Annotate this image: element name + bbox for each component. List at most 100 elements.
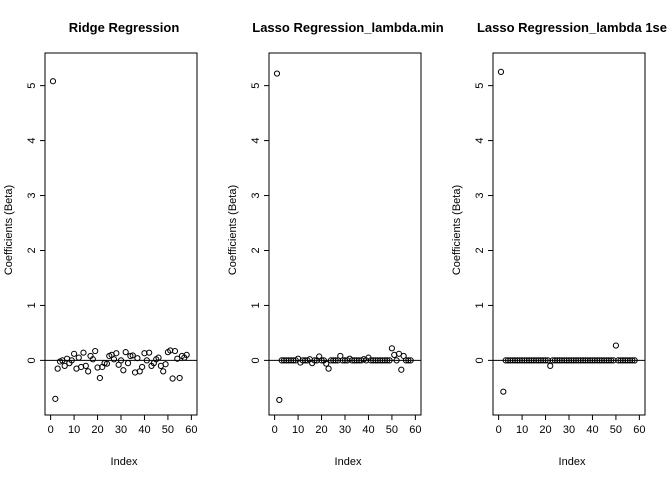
- data-point: [285, 357, 292, 364]
- data-point: [348, 357, 356, 364]
- y-tick-label: 1: [474, 302, 486, 308]
- data-point: [120, 367, 127, 374]
- data-point: [589, 357, 596, 364]
- data-point: [117, 357, 125, 364]
- x-tick-label: 50: [610, 424, 622, 436]
- x-tick-label: 60: [409, 424, 421, 436]
- x-axis-label: Index: [111, 456, 138, 468]
- y-tick-label: 5: [250, 83, 262, 89]
- data-point: [374, 357, 381, 364]
- data-point: [540, 357, 547, 364]
- x-tick-label: 10: [292, 424, 304, 436]
- x-tick-label: 0: [48, 424, 54, 436]
- data-point: [554, 357, 561, 364]
- data-point: [176, 374, 183, 382]
- data-point: [278, 357, 285, 364]
- data-point: [398, 366, 405, 373]
- data-point: [122, 349, 129, 356]
- data-point: [370, 357, 377, 364]
- x-tick-label: 60: [185, 424, 197, 436]
- data-point: [502, 357, 509, 364]
- x-tick-label: 30: [339, 424, 351, 436]
- data-point: [577, 357, 584, 364]
- data-point: [80, 349, 87, 356]
- data-point: [405, 357, 412, 364]
- data-point: [160, 368, 167, 375]
- data-point: [561, 357, 568, 364]
- data-point: [96, 374, 103, 382]
- data-point: [70, 350, 78, 357]
- data-point: [68, 357, 75, 364]
- data-point: [605, 357, 612, 364]
- data-point: [570, 357, 577, 364]
- axis-ticks: 0 10 20 30 40 50 60 0 1 2 3 4 5: [250, 83, 421, 436]
- y-tick-label: 0: [250, 357, 262, 363]
- data-point: [61, 362, 68, 369]
- data-point: [113, 350, 120, 357]
- data-point: [49, 78, 57, 85]
- data-point: [162, 361, 169, 368]
- data-point: [619, 357, 627, 364]
- y-tick-label: 4: [26, 138, 38, 144]
- data-point: [330, 357, 337, 364]
- data-point: [629, 357, 636, 364]
- data-point: [386, 357, 393, 364]
- data-point: [299, 357, 306, 364]
- data-point: [572, 357, 580, 364]
- axis-ticks: 0 10 20 30 40 50 60 0 1 2 3 4 5: [26, 83, 197, 436]
- data-point: [617, 357, 624, 364]
- data-point: [530, 357, 537, 364]
- data-point: [129, 352, 136, 359]
- x-tick-label: 40: [138, 424, 150, 436]
- data-point: [353, 357, 360, 364]
- data-point: [384, 357, 391, 364]
- data-point: [103, 360, 111, 367]
- x-tick-label: 20: [315, 424, 327, 436]
- data-point: [497, 68, 505, 76]
- data-point: [101, 360, 108, 367]
- data-point: [127, 352, 134, 360]
- data-point: [579, 357, 587, 364]
- data-point: [85, 368, 92, 375]
- data-point: [500, 388, 507, 395]
- data-point: [381, 357, 388, 364]
- x-tick-label: 10: [516, 424, 528, 436]
- data-point: [388, 345, 396, 352]
- data-point: [407, 357, 414, 364]
- data-point: [367, 357, 374, 364]
- y-tick-label: 3: [26, 192, 38, 198]
- data-point: [402, 357, 410, 364]
- data-point: [393, 357, 400, 364]
- data-point: [507, 357, 514, 364]
- data-point: [514, 357, 521, 364]
- data-point: [518, 357, 526, 364]
- data-point: [547, 362, 554, 369]
- data-points: [273, 70, 414, 404]
- data-point: [533, 357, 540, 364]
- data-point: [584, 357, 591, 364]
- data-point: [139, 363, 146, 371]
- data-point: [82, 362, 89, 369]
- data-point: [377, 357, 384, 364]
- data-point: [171, 347, 179, 355]
- y-tick-label: 0: [26, 357, 38, 363]
- data-point: [504, 357, 512, 364]
- data-point: [339, 357, 346, 364]
- data-point: [110, 356, 118, 363]
- data-point: [318, 357, 325, 364]
- data-point: [626, 357, 634, 364]
- y-tick-label: 5: [474, 83, 486, 89]
- data-point: [558, 357, 566, 364]
- lasso-lambda-min-panel: Lasso Regression_lambda.min Index Coeffi…: [227, 20, 444, 468]
- data-point: [276, 396, 283, 404]
- y-tick-label: 2: [474, 247, 486, 253]
- x-tick-label: 40: [586, 424, 598, 436]
- data-point: [565, 357, 573, 364]
- y-tick-label: 4: [250, 138, 262, 144]
- data-points: [497, 68, 638, 395]
- data-point: [598, 357, 605, 364]
- x-tick-label: 20: [91, 424, 103, 436]
- panel-title: Ridge Regression: [69, 20, 180, 35]
- x-tick-label: 40: [362, 424, 374, 436]
